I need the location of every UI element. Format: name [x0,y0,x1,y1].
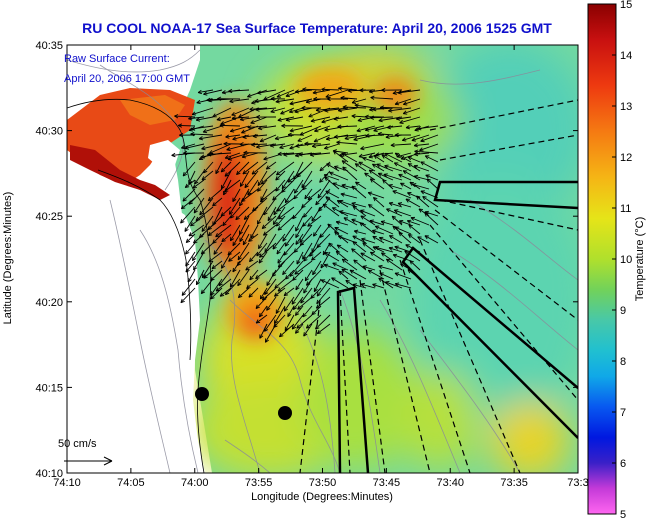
mooring-marker [195,387,209,401]
colorbar-tick-label: 10 [620,254,632,266]
radar-boxes [336,180,578,473]
x-tick-label: 73:40 [436,477,464,489]
x-tick-label: 73:50 [309,477,337,489]
mooring-marker [278,406,292,420]
current-label: Raw Surface Current: [64,53,170,65]
colorbar-tick-label: 9 [620,305,626,317]
y-tick-label: 40:10 [35,468,63,480]
scale-label: 50 cm/s [58,438,97,450]
colorbar-ticks: 15 14 13 12 11 10 9 8 7 6 5 [612,0,632,519]
x-tick-label: 73:45 [373,477,401,489]
colorbar-label: Temperature (°C) [634,217,646,301]
y-axis-ticks: 40:35 40:30 40:25 40:20 40:15 40:10 [35,40,578,480]
x-tick-label: 73:35 [500,477,528,489]
radar-sector-lines [299,99,578,473]
colorbar-tick-label: 14 [620,50,632,62]
x-tick-label: 73:3 [567,477,588,489]
colorbar-tick-label: 5 [620,509,626,519]
scale-arrow [64,456,113,466]
x-axis-label: Longitude (Degrees:Minutes) [251,491,393,503]
colorbar-tick-label: 13 [620,101,632,113]
colorbar-tick-label: 7 [620,407,626,419]
y-axis-label: Latitude (Degrees:Minutes) [2,192,14,325]
y-tick-label: 40:30 [35,126,63,138]
map-title: RU COOL NOAA-17 Sea Surface Temperature:… [82,20,552,36]
colorbar-tick-label: 8 [620,356,626,368]
x-tick-label: 74:10 [53,477,81,489]
colorbar-tick-label: 12 [620,152,632,164]
x-tick-label: 74:05 [117,477,145,489]
current-time: April 20, 2006 17:00 GMT [64,73,190,85]
y-tick-label: 40:35 [35,40,63,52]
x-tick-label: 74:00 [181,477,209,489]
colorbar-tick-label: 11 [620,203,631,215]
x-tick-label: 73:55 [245,477,273,489]
sst-field [67,45,578,473]
x-axis-ticks: 74:10 74:05 74:00 73:55 73:50 73:45 73:40 73:35… [53,45,589,489]
temperature-colorbar [587,3,617,515]
y-tick-label: 40:15 [35,382,63,394]
colorbar-tick-label: 6 [620,458,626,470]
y-tick-label: 40:20 [35,297,63,309]
current-vectors [171,86,439,343]
y-tick-label: 40:25 [35,211,63,223]
colorbar-tick-label: 15 [620,0,632,11]
